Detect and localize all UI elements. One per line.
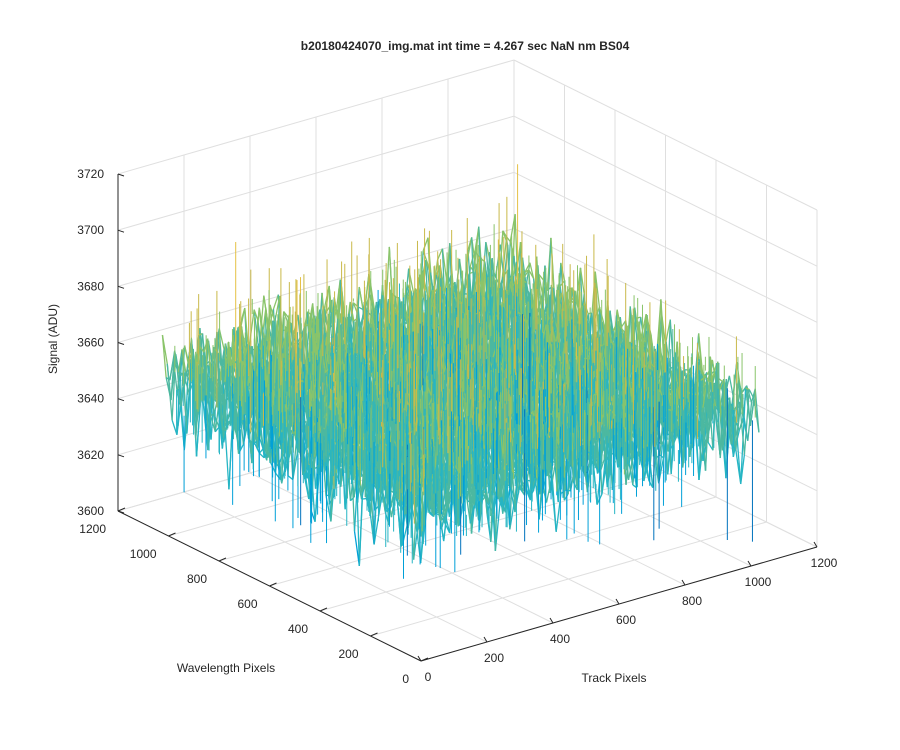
surface-edge	[170, 350, 176, 401]
surface-edge	[357, 306, 364, 311]
surface-edge	[253, 442, 260, 454]
surface-edge	[165, 376, 171, 381]
grid-line	[117, 59, 515, 175]
surface-edge	[502, 230, 508, 238]
surface-edge	[258, 448, 264, 454]
surface-edge	[210, 378, 216, 432]
surface-edge	[248, 309, 255, 346]
surface-edge	[169, 359, 175, 381]
surface-edge	[165, 377, 172, 401]
surface-mesh	[161, 164, 760, 579]
surface-edge	[528, 269, 535, 279]
surface-edge	[232, 419, 237, 430]
surface-edge	[178, 376, 185, 451]
surface-edge	[213, 346, 219, 354]
grid-line	[513, 171, 818, 323]
surface-edge	[437, 248, 444, 260]
surface-edge	[529, 262, 535, 279]
surface-edge	[515, 242, 522, 281]
surface-edge	[274, 472, 281, 481]
surface-edge	[523, 269, 530, 279]
surface-edge	[185, 369, 190, 373]
surface-edge	[244, 307, 250, 351]
grid-line	[319, 496, 717, 612]
surface-edge	[283, 311, 289, 322]
surface-edge	[224, 430, 230, 490]
surface-edge	[166, 363, 172, 401]
surface-edge	[352, 302, 358, 313]
surface-edge	[214, 426, 220, 433]
surface-edge	[358, 286, 364, 310]
surface-edge	[233, 397, 239, 439]
surface-edge	[161, 334, 167, 378]
surface-edge	[180, 345, 186, 407]
surface-edge	[274, 373, 281, 398]
grid-line	[117, 171, 515, 287]
surface-edge	[344, 301, 351, 340]
surface-edge	[176, 349, 183, 394]
surface-edge	[258, 452, 265, 459]
surface-edge	[579, 267, 585, 294]
surface-edge	[206, 338, 212, 381]
surface-edge	[253, 307, 260, 358]
surface-edge	[276, 444, 283, 484]
surface-edge	[292, 439, 298, 480]
surface-edge	[287, 475, 294, 481]
surface-edge	[559, 280, 566, 288]
surface-edge	[253, 309, 259, 321]
surface-edge	[210, 414, 215, 416]
surface-edge	[272, 294, 279, 310]
surface-edge	[195, 403, 201, 457]
surface-edge	[321, 292, 327, 333]
surface-edge	[312, 303, 318, 341]
surface-edge	[172, 359, 178, 394]
surface-edge	[371, 317, 377, 343]
grid-line	[117, 228, 515, 343]
surface-edge	[209, 415, 216, 433]
grid-line	[513, 115, 818, 267]
surface-edge	[509, 214, 516, 242]
grid-line	[370, 521, 767, 637]
surface-edge	[183, 345, 189, 362]
grid-line	[117, 115, 515, 231]
surface-edge	[258, 437, 266, 454]
surface-edge	[507, 269, 513, 282]
grid-line	[513, 59, 818, 211]
surface-edge	[422, 237, 429, 252]
surface-edge	[323, 368, 330, 374]
